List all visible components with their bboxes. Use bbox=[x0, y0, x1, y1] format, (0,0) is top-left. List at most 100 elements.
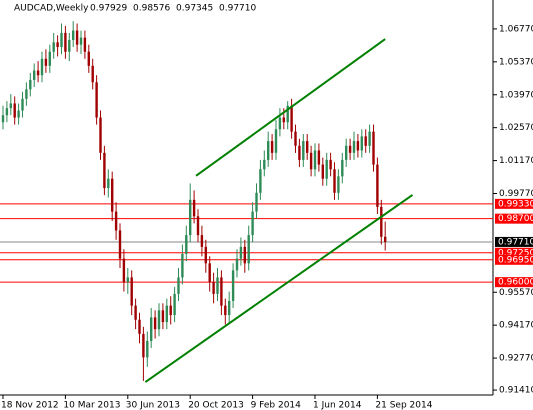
y-tick-label: 1.06770 bbox=[499, 24, 533, 34]
candle-body bbox=[122, 258, 126, 283]
candle-body bbox=[1, 115, 5, 123]
candle-body bbox=[384, 236, 387, 242]
candle-body bbox=[189, 199, 192, 236]
candle-body bbox=[91, 65, 94, 83]
candle-body bbox=[220, 277, 223, 306]
candle-body bbox=[29, 79, 32, 90]
level-label-box bbox=[495, 254, 533, 265]
candle-body bbox=[56, 42, 59, 48]
candle-body bbox=[321, 164, 324, 179]
candle-body bbox=[196, 216, 200, 236]
candle-body bbox=[270, 141, 274, 153]
candle-body bbox=[40, 58, 44, 76]
candle-body bbox=[208, 263, 211, 283]
candle-body bbox=[36, 70, 40, 76]
x-tick-label: 9 Feb 2014 bbox=[251, 401, 302, 410]
candle-body bbox=[118, 230, 122, 259]
y-tick-label: 0.92770 bbox=[499, 354, 533, 364]
y-tick-label: 0.95570 bbox=[499, 288, 533, 298]
level-label-box bbox=[495, 198, 533, 209]
candle-body bbox=[212, 282, 215, 294]
candle-body bbox=[142, 333, 145, 358]
candle-body bbox=[216, 277, 219, 294]
candle-body bbox=[5, 108, 9, 116]
candle-body bbox=[267, 141, 270, 160]
candle-body bbox=[13, 103, 16, 118]
y-tick-label: 1.03970 bbox=[499, 90, 533, 100]
candle-body bbox=[282, 117, 285, 123]
candle-body bbox=[290, 105, 293, 132]
y-tick-label: 1.02570 bbox=[499, 123, 533, 133]
candle-body bbox=[337, 176, 340, 193]
trend-line bbox=[144, 194, 414, 383]
candle-body bbox=[72, 30, 75, 40]
candle-body bbox=[181, 253, 184, 278]
y-tick-label: 0.94170 bbox=[499, 321, 533, 331]
candle-body bbox=[114, 211, 118, 231]
candle-body bbox=[130, 277, 133, 306]
candle-body bbox=[286, 105, 289, 123]
y-tick-label: 0.91410 bbox=[499, 386, 533, 396]
candle-body bbox=[146, 340, 149, 358]
candle-body bbox=[177, 277, 180, 294]
candle-body bbox=[247, 235, 250, 264]
header-value: 0.97345 bbox=[176, 4, 213, 14]
x-tick-label: 21 Sep 2014 bbox=[375, 401, 432, 410]
candle-body bbox=[317, 150, 321, 165]
level-label: 0.97710 bbox=[498, 237, 533, 247]
candle-body bbox=[138, 319, 141, 334]
y-tick-label: 1.01170 bbox=[499, 156, 533, 166]
candle-body bbox=[278, 117, 282, 130]
x-tick-label: 18 Nov 2012 bbox=[1, 401, 59, 410]
candle-body bbox=[21, 98, 24, 111]
candle-body bbox=[333, 169, 336, 193]
candle-body bbox=[345, 145, 348, 160]
candle-body bbox=[83, 37, 87, 52]
chart-title: AUDCAD,Weekly bbox=[14, 4, 89, 14]
level-label-box bbox=[495, 236, 533, 247]
candle-body bbox=[153, 317, 157, 330]
candle-body bbox=[87, 51, 90, 66]
candle-body bbox=[228, 300, 231, 316]
level-label: 0.97250 bbox=[498, 248, 533, 258]
candle-body bbox=[306, 141, 309, 153]
candle-body bbox=[126, 277, 129, 283]
candle-body bbox=[48, 51, 51, 66]
trend-line bbox=[195, 38, 386, 177]
candle-body bbox=[192, 199, 196, 217]
candle-body bbox=[9, 103, 12, 109]
candle-body bbox=[150, 317, 153, 341]
candle-body bbox=[165, 305, 168, 323]
candle-body bbox=[235, 258, 239, 271]
candle-body bbox=[200, 235, 204, 247]
candle-body bbox=[231, 270, 235, 301]
x-tick-label: 10 Mar 2013 bbox=[63, 401, 120, 410]
x-tick-label: 1 Jun 2014 bbox=[313, 401, 362, 410]
candle-body bbox=[239, 246, 243, 259]
x-tick-label: 30 Jun 2013 bbox=[126, 401, 180, 410]
candle-body bbox=[68, 39, 71, 52]
header-value: 0.98576 bbox=[133, 4, 170, 14]
candle-body bbox=[17, 110, 20, 118]
candle-body bbox=[204, 246, 207, 264]
candle-body bbox=[157, 310, 161, 330]
candle-body bbox=[302, 141, 305, 160]
candle-body bbox=[64, 32, 67, 52]
candle-body bbox=[44, 58, 48, 66]
candle-body bbox=[243, 246, 246, 264]
candle-body bbox=[309, 152, 313, 170]
candle-body bbox=[298, 145, 301, 160]
candle-body bbox=[348, 145, 352, 153]
level-label: 0.98700 bbox=[498, 214, 533, 224]
candle-body bbox=[103, 152, 106, 189]
candle-body bbox=[99, 117, 102, 153]
candle-body bbox=[173, 293, 176, 316]
candle-body bbox=[313, 150, 317, 170]
header-value: 0.97929 bbox=[90, 4, 127, 14]
candle-body bbox=[274, 129, 278, 153]
candle-body bbox=[75, 30, 79, 45]
x-tick-label: 20 Oct 2013 bbox=[188, 401, 244, 410]
candle-body bbox=[352, 141, 356, 153]
